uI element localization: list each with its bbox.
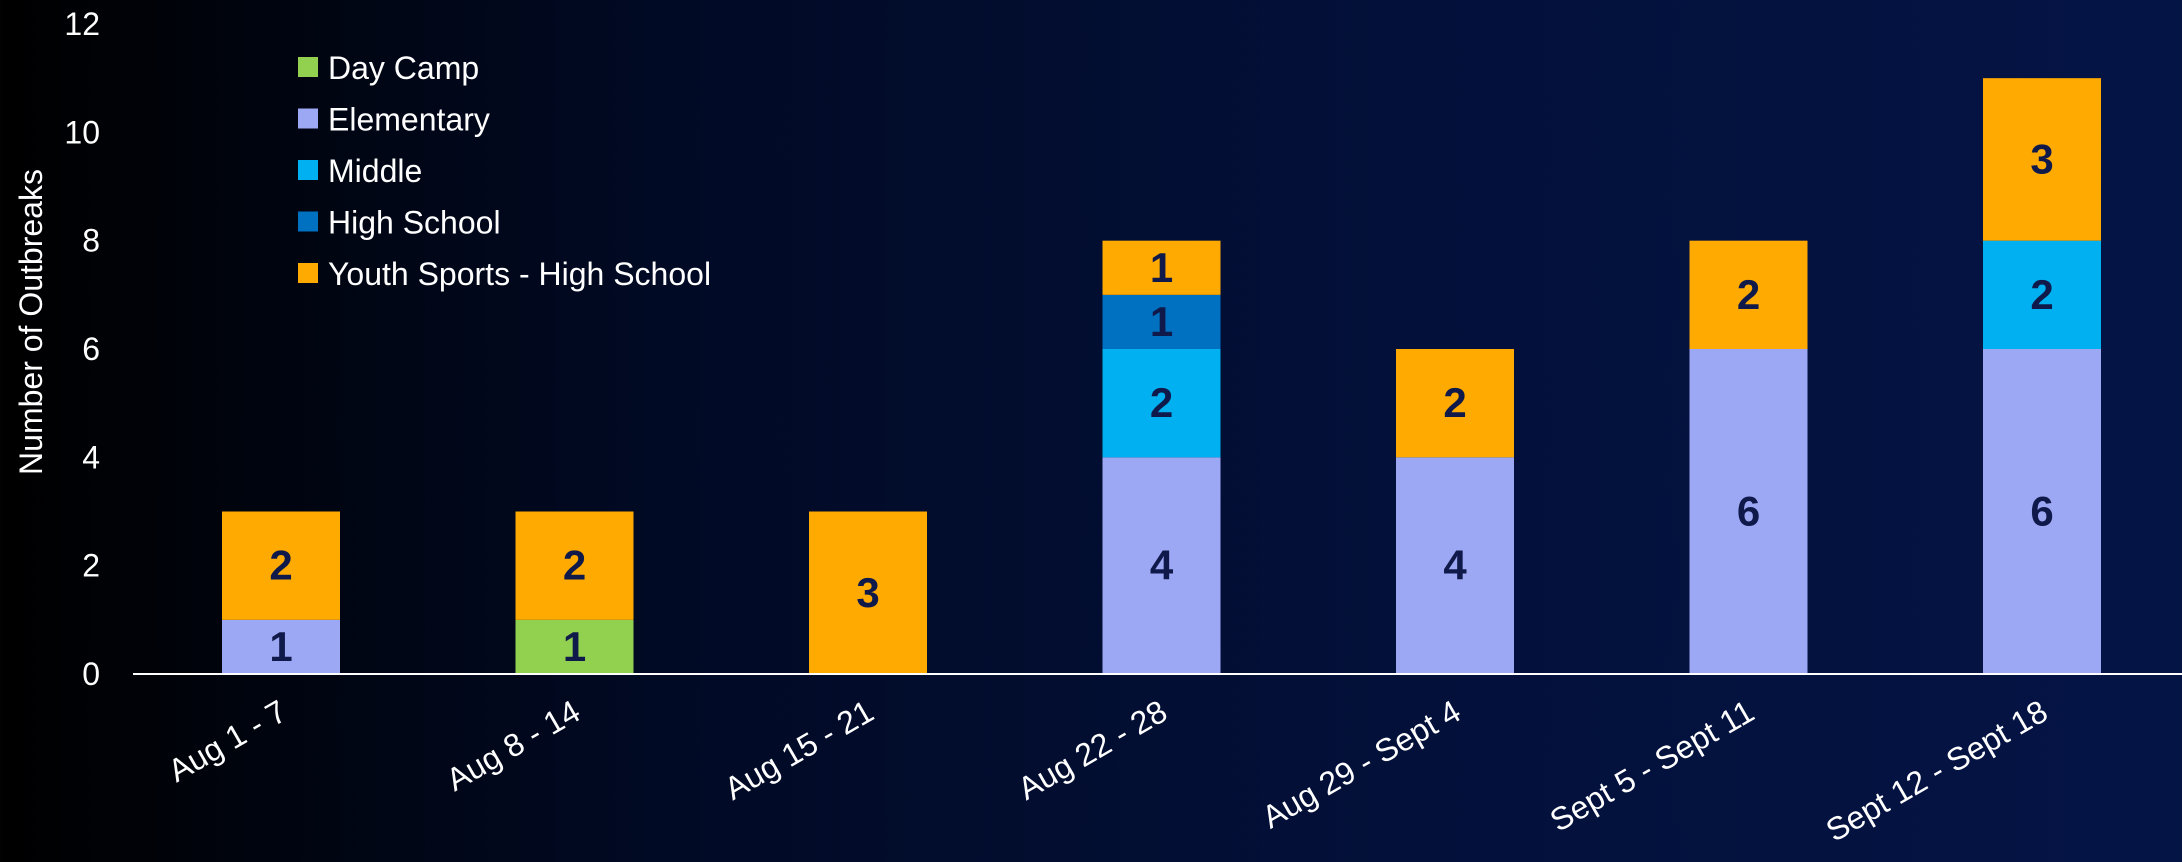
x-tick-label: Aug 29 - Sept 4 <box>1256 693 1467 835</box>
legend-swatch <box>298 211 318 232</box>
bar-segment <box>1983 78 2101 241</box>
bar-stack: 12 <box>515 511 634 674</box>
data-label: 2 <box>1443 379 1466 426</box>
legend: Day Camp Elementary Middle High School Youth… <box>298 50 711 292</box>
y-axis-title: Number of Outbreaks <box>13 169 49 475</box>
bar-segment <box>1689 349 1808 674</box>
data-label: 1 <box>269 623 292 670</box>
data-label: 2 <box>1737 271 1760 318</box>
legend-swatch <box>298 160 318 180</box>
data-label: 2 <box>1150 379 1173 426</box>
bar-segment <box>222 511 340 620</box>
data-label: 6 <box>2030 488 2053 535</box>
x-tick-label: Aug 1 - 7 <box>162 693 292 789</box>
y-tick-label: 6 <box>82 331 100 367</box>
y-axis-title-group: Number of Outbreaks <box>13 169 49 475</box>
legend-label: Middle <box>328 153 422 189</box>
bar-segment <box>1102 349 1221 458</box>
bar-stack: 12 <box>222 511 340 674</box>
bar-segment <box>1396 457 1514 674</box>
y-tick-label: 4 <box>82 439 100 475</box>
y-tick-label: 2 <box>82 548 100 584</box>
y-axis: 0 2 4 6 8 10 12 <box>64 6 100 692</box>
legend-label: High School <box>328 205 501 241</box>
y-tick-label: 8 <box>82 223 100 259</box>
legend-item: Middle <box>298 153 422 189</box>
bar-stack: 4 2 1 1 <box>1102 240 1221 674</box>
data-label: 1 <box>1150 244 1173 291</box>
data-label: 2 <box>563 542 586 589</box>
legend-swatch <box>298 108 318 129</box>
x-axis: Aug 1 - 7 Aug 8 - 14 Aug 15 - 21 Aug 22 - 2… <box>162 693 2053 849</box>
x-tick-label: Aug 15 - 21 <box>718 693 879 807</box>
bar-segment <box>515 619 634 674</box>
x-tick-label: Aug 22 - 28 <box>1012 693 1173 807</box>
data-label: 4 <box>1150 542 1174 589</box>
bar-segment <box>1983 240 2101 349</box>
bar-stack: 3 <box>809 511 927 674</box>
legend-item: High School <box>298 205 501 241</box>
bar-segment <box>1102 240 1221 295</box>
legend-item: Day Camp <box>298 50 479 86</box>
data-label: 2 <box>269 542 292 589</box>
data-label: 6 <box>1737 488 1760 535</box>
bar-segment <box>1983 349 2101 674</box>
legend-item: Elementary <box>298 102 490 138</box>
bar-segment <box>1102 457 1221 674</box>
bar-segment <box>1102 294 1221 349</box>
data-label: 4 <box>1443 542 1467 589</box>
bar-segment <box>809 511 927 674</box>
bar-segment <box>515 511 634 620</box>
legend-label: Elementary <box>328 102 490 138</box>
x-tick-label: Sept 12 - Sept 18 <box>1820 693 2054 849</box>
legend-label: Youth Sports - High School <box>328 256 711 292</box>
legend-item: Youth Sports - High School <box>298 256 711 292</box>
y-tick-label: 12 <box>64 6 100 42</box>
data-label: 3 <box>2030 135 2053 182</box>
legend-label: Day Camp <box>328 50 479 86</box>
bar-stack: 6 2 3 <box>1983 78 2101 674</box>
data-label: 3 <box>856 569 879 616</box>
bar-segment <box>222 619 340 674</box>
data-label: 1 <box>1150 298 1173 345</box>
data-label: 1 <box>563 623 586 670</box>
legend-swatch <box>298 57 318 77</box>
bar-segment <box>1689 240 1808 349</box>
bar-segment <box>1396 349 1514 458</box>
y-tick-label: 10 <box>64 114 100 150</box>
x-tick-label: Sept 5 - Sept 11 <box>1544 693 1760 839</box>
y-tick-label: 0 <box>82 656 100 692</box>
bar-stack: 62 <box>1689 240 1808 674</box>
bar-stack: 42 <box>1396 349 1514 674</box>
x-tick-label: Aug 8 - 14 <box>440 693 586 798</box>
data-label: 2 <box>2030 271 2053 318</box>
legend-swatch <box>298 263 318 283</box>
